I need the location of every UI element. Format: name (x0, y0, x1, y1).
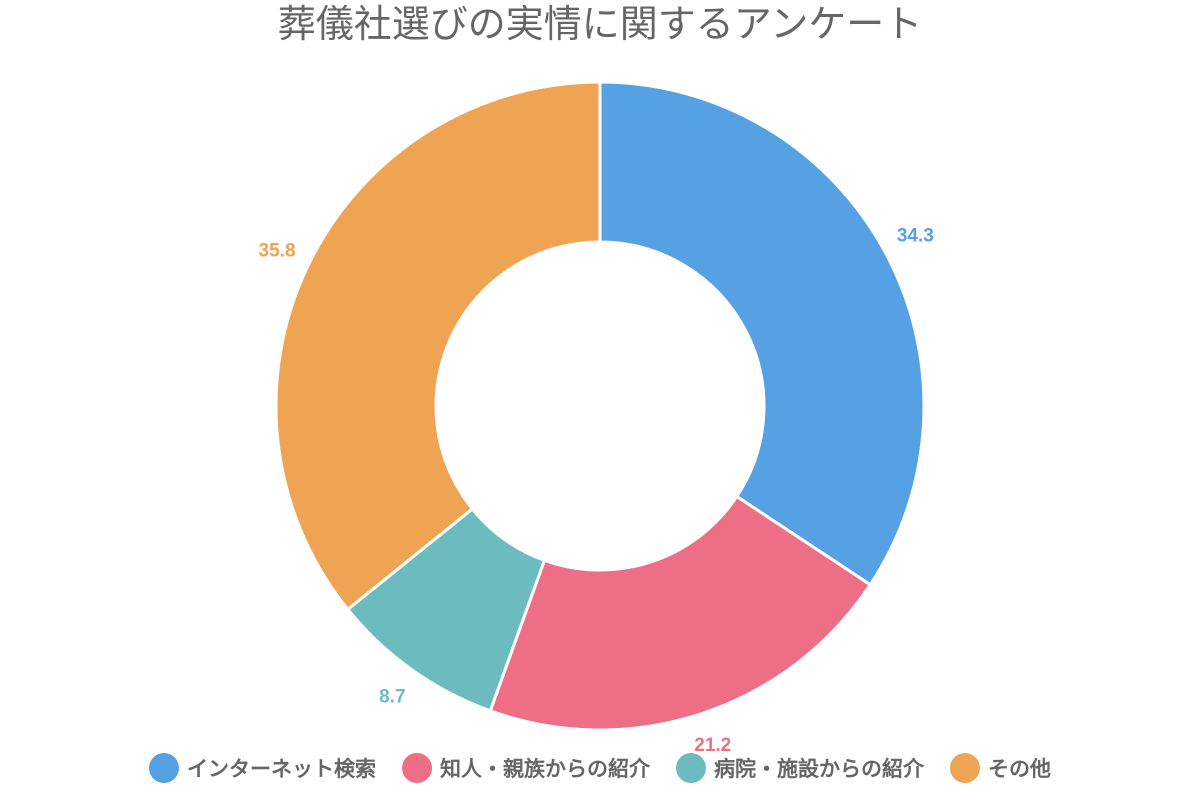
legend-swatch-icon (676, 753, 706, 783)
legend-item-2[interactable]: 知人・親族からの紹介 (402, 753, 650, 783)
chart-title: 葬儀社選びの実情に関するアンケート (277, 2, 923, 46)
data-label-1: 34.3 (897, 226, 934, 247)
legend-item-3[interactable]: 病院・施設からの紹介 (676, 753, 924, 783)
legend-swatch-icon (402, 753, 432, 783)
legend-label: 知人・親族からの紹介 (440, 757, 650, 781)
legend-item-4[interactable]: その他 (950, 753, 1051, 783)
legend-label: 病院・施設からの紹介 (714, 757, 924, 781)
legend-swatch-icon (950, 753, 980, 783)
data-label-3: 8.7 (379, 687, 405, 708)
donut-slice-4[interactable] (274, 80, 602, 612)
legend-label: その他 (988, 757, 1051, 781)
data-label-4: 35.8 (259, 241, 296, 262)
donut-slice-1[interactable] (598, 80, 926, 587)
data-label-2: 21.2 (694, 735, 731, 756)
legend-item-1[interactable]: インターネット検索 (149, 753, 376, 783)
donut-slice-2[interactable] (488, 494, 873, 732)
legend-swatch-icon (149, 753, 179, 783)
legend: インターネット検索 知人・親族からの紹介 病院・施設からの紹介 その他 (0, 748, 1200, 788)
legend-label: インターネット検索 (187, 757, 376, 781)
